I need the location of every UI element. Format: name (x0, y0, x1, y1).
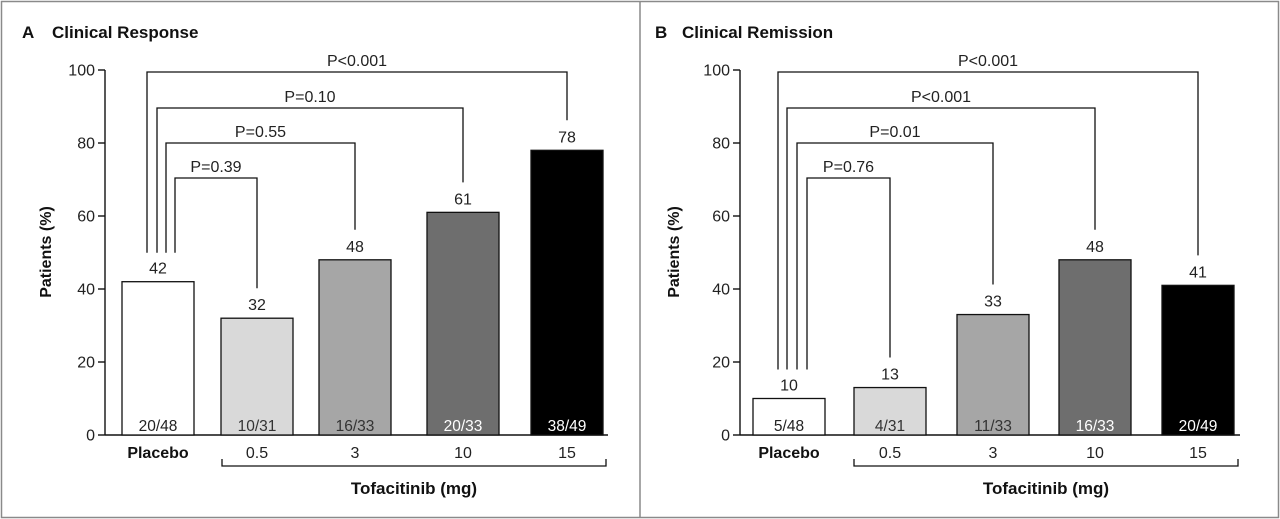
bar-15 (1161, 284, 1235, 436)
y-tick-label: 0 (721, 428, 730, 445)
bar-3 (318, 259, 392, 436)
bar-placebo (752, 397, 826, 436)
bar-value-label: 78 (558, 129, 576, 146)
significance-bracket (796, 142, 994, 370)
significance-bracket (165, 142, 356, 253)
panel-title: Clinical Remission (682, 23, 833, 42)
bar-count-label: 16/33 (336, 418, 375, 435)
bar-count-label: 20/48 (139, 418, 178, 435)
bar-count-label: 38/49 (548, 418, 587, 435)
bar-10 (1058, 259, 1132, 436)
bar-value-label: 42 (149, 261, 167, 278)
panel-letter: A (22, 23, 34, 42)
bar-placebo (121, 281, 195, 436)
bar-count-label: 11/33 (974, 418, 1012, 435)
bar-count-label: 20/33 (444, 418, 483, 435)
x-tick-label: 0.5 (879, 445, 901, 462)
bar-count-label: 10/31 (238, 418, 277, 435)
dose-group-label: Tofacitinib (mg) (351, 479, 477, 498)
p-value-label: P<0.001 (911, 89, 971, 106)
bar-10 (426, 211, 500, 436)
bar-count-label: 5/48 (774, 418, 804, 435)
panel-a: A Clinical Response Patients (%) Tofacit… (22, 23, 608, 498)
y-tick-label: 20 (77, 355, 95, 372)
panel-letter: B (655, 23, 667, 42)
y-axis-label: Patients (%) (666, 206, 683, 298)
x-tick-label: 10 (1086, 445, 1104, 462)
panel-title: Clinical Response (52, 23, 198, 42)
dose-group-bracket (853, 459, 1239, 467)
x-tick-label: 10 (454, 445, 472, 462)
y-tick-label: 20 (712, 355, 730, 372)
bar-value-label: 48 (1086, 239, 1104, 256)
significance-bracket (156, 107, 464, 253)
x-tick-label: 15 (1189, 445, 1207, 462)
p-value-label: P=0.55 (235, 124, 286, 141)
y-axis-label: Patients (%) (38, 206, 55, 298)
significance-bracket (786, 107, 1096, 370)
y-tick-label: 60 (77, 209, 95, 226)
y-tick-label: 80 (77, 136, 95, 153)
y-tick-label: 40 (77, 282, 95, 299)
dose-group-bracket (221, 459, 607, 467)
x-tick-label: 0.5 (246, 445, 268, 462)
x-tick-label: Placebo (758, 445, 820, 462)
significance-bracket (146, 71, 568, 253)
bar-value-label: 10 (780, 378, 798, 395)
x-tick-label: 3 (351, 445, 360, 462)
bar-value-label: 41 (1189, 264, 1207, 281)
x-tick-label: 15 (558, 445, 576, 462)
p-value-label: P=0.01 (869, 124, 920, 141)
y-tick-label: 40 (712, 282, 730, 299)
bar-3 (956, 313, 1030, 436)
bar-value-label: 32 (248, 297, 266, 314)
y-tick-label: 80 (712, 136, 730, 153)
significance-bracket (806, 177, 891, 370)
bar-value-label: 48 (346, 239, 364, 256)
p-value-label: P=0.39 (190, 159, 241, 176)
p-value-label: P<0.001 (327, 53, 387, 70)
bar-value-label: 33 (984, 294, 1002, 311)
significance-bracket (174, 177, 258, 289)
p-value-label: P=0.10 (284, 89, 335, 106)
y-tick-label: 100 (703, 63, 730, 80)
panel-b: B Clinical Remission Patients (%) Tofaci… (655, 23, 1240, 498)
bar-count-label: 20/49 (1179, 418, 1218, 435)
bar-0-5 (853, 386, 927, 436)
y-tick-label: 60 (712, 209, 730, 226)
y-tick-label: 0 (86, 428, 95, 445)
bar-15 (530, 149, 604, 436)
dose-group-label: Tofacitinib (mg) (983, 479, 1109, 498)
bar-count-label: 16/33 (1076, 418, 1115, 435)
y-tick-label: 100 (68, 63, 95, 80)
p-value-label: P<0.001 (958, 53, 1018, 70)
bar-value-label: 13 (881, 367, 899, 384)
bar-value-label: 61 (454, 191, 472, 208)
significance-bracket (777, 71, 1199, 370)
x-tick-label: 3 (989, 445, 998, 462)
p-value-label: P=0.76 (823, 159, 874, 176)
bar-count-label: 4/31 (875, 418, 905, 435)
bar-0-5 (220, 317, 294, 436)
x-tick-label: Placebo (127, 445, 189, 462)
